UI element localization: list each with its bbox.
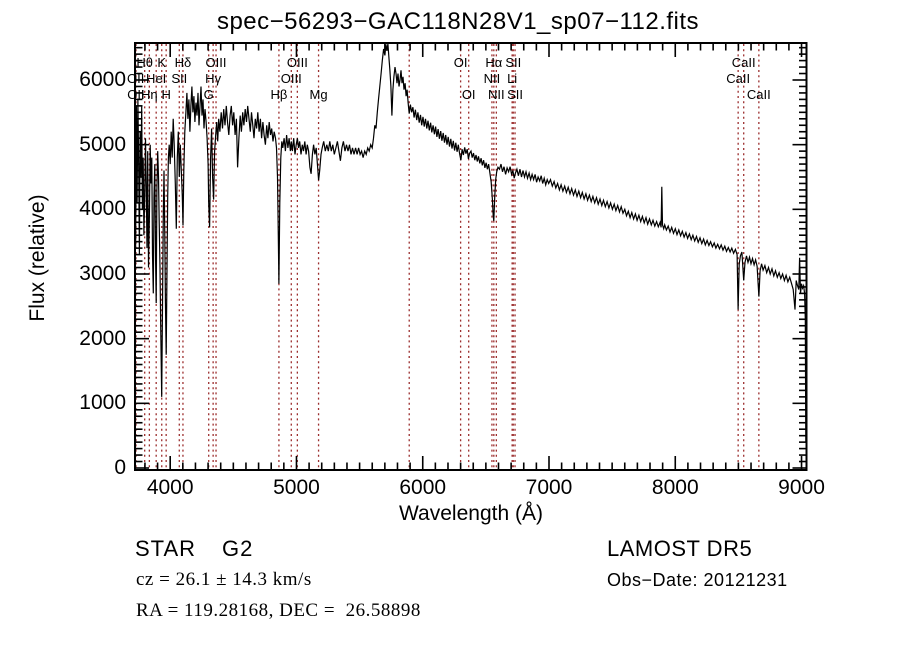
- survey-name-text: LAMOST DR5: [607, 536, 753, 561]
- spectral-line-label: K: [157, 55, 167, 70]
- spectral-line-label: Hη: [141, 87, 158, 102]
- x-tick-label: 6000: [399, 476, 447, 499]
- spectral-line-label: G: [203, 87, 214, 102]
- spectral-line-label: Mg: [309, 87, 328, 102]
- object-class-label: STAR: [135, 536, 197, 561]
- x-tick-label: 9000: [778, 476, 825, 499]
- y-tick-label: 4000: [79, 197, 126, 221]
- object-subclass-label: G2: [222, 536, 254, 561]
- spectral-line-label: CaII: [746, 87, 771, 102]
- spectrum-trace: [134, 43, 807, 443]
- spectral-line-label: CaII: [731, 55, 756, 70]
- spectral-line-label: Hα: [485, 55, 503, 70]
- spectral-line-label: OI: [461, 87, 476, 102]
- obs-date-text: Obs−Date: 20121231: [607, 570, 788, 590]
- x-tick-label: 7000: [525, 476, 573, 499]
- spectral-line-label: OII: [127, 71, 145, 86]
- spectral-line-label: OIII: [286, 55, 308, 70]
- spectral-line-label: SII: [507, 87, 523, 102]
- spectral-line-label: OII: [127, 87, 145, 102]
- spectral-line-label: SII: [171, 71, 188, 86]
- spectral-line-label: H: [161, 87, 171, 102]
- y-tick-label: 6000: [79, 67, 126, 91]
- spectral-line-label: Hγ: [205, 71, 222, 86]
- spectral-line-label: Li: [507, 71, 518, 86]
- y-tick-label: 2000: [79, 326, 126, 350]
- x-tick-label: 4000: [146, 476, 194, 499]
- y-tick-label: 3000: [79, 261, 126, 285]
- chart-title: spec−56293−GAC118N28V1_sp07−112.fits: [216, 8, 700, 35]
- spectral-line-label: OIII: [205, 55, 227, 70]
- x-tick-label: 8000: [651, 476, 699, 499]
- plot-box: [134, 42, 808, 471]
- spectral-line-label: Hδ: [174, 55, 192, 70]
- spectral-line-label: OI: [453, 55, 468, 70]
- y-tick-label: 5000: [79, 132, 126, 156]
- spectral-line-label: HeI: [146, 71, 167, 86]
- spectral-line-label: SII: [505, 55, 522, 70]
- y-tick-label: 0: [114, 456, 126, 479]
- y-tick-label: 1000: [79, 391, 126, 415]
- spectral-line-label: CaII: [726, 71, 751, 86]
- spectral-line-label: Hβ: [270, 87, 288, 102]
- spectral-line-label: NII: [488, 87, 505, 102]
- x-axis-title: Wavelength (Å): [399, 502, 543, 525]
- spectral-line-label: Hθ: [136, 55, 153, 70]
- spectral-line-label: OIII: [280, 71, 302, 86]
- x-tick-label: 5000: [273, 476, 320, 499]
- spectral-line-label: NII: [483, 71, 501, 86]
- cz-velocity-text: cz = 26.1 ± 14.3 km/s: [136, 569, 312, 590]
- ra-dec-text: RA = 119.28168, DEC = 26.58898: [136, 600, 421, 621]
